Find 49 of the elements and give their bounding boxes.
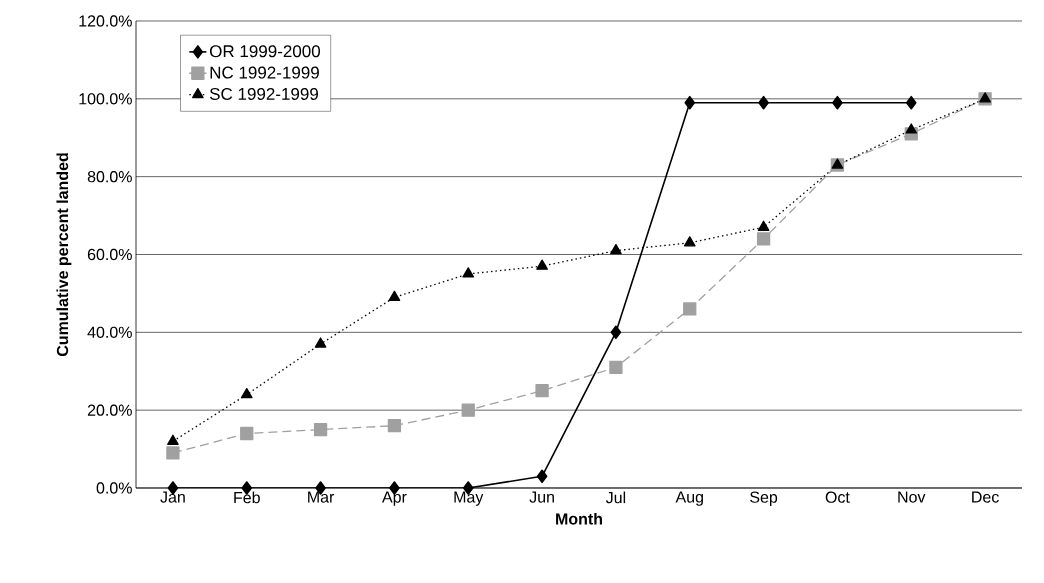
- x-tick-label: Feb: [234, 491, 260, 504]
- y-tick-label: 120.0%: [79, 15, 132, 27]
- point: [462, 267, 475, 278]
- point: [905, 95, 917, 110]
- point: [240, 426, 254, 441]
- point: [610, 325, 622, 340]
- x-tick-label: Oct: [825, 491, 850, 503]
- point: [610, 243, 622, 255]
- y-tick-label: 40.0%: [87, 326, 132, 338]
- x-tick-label: Aug: [675, 491, 703, 506]
- point: [314, 337, 327, 348]
- x-tick-label: Nov: [898, 491, 926, 503]
- y-tick-label: 80.0%: [87, 171, 132, 183]
- x-tick-label: Mar: [308, 491, 335, 503]
- x-tick-label: May: [454, 491, 484, 506]
- point: [387, 419, 402, 433]
- point: [536, 469, 548, 484]
- point: [167, 434, 179, 445]
- x-tick-label: Sep: [750, 491, 778, 507]
- point: [166, 446, 180, 460]
- legend-label: OR 1999-2000: [209, 45, 321, 58]
- y-axis-title: Cumulative percent landed: [56, 153, 72, 357]
- point: [388, 290, 401, 301]
- point: [757, 220, 770, 231]
- x-tick-label: Jun: [529, 491, 554, 503]
- point: [461, 403, 475, 417]
- point: [240, 387, 253, 399]
- legend-label: SC 1992-1999: [209, 87, 318, 100]
- point: [683, 302, 697, 316]
- y-tick-label: 100.0%: [79, 93, 132, 105]
- point: [609, 360, 623, 374]
- x-tick-label: Apr: [382, 491, 407, 506]
- point: [536, 259, 548, 270]
- x-tick-label: Jul: [605, 491, 626, 504]
- y-tick-label: 0.0%: [96, 482, 132, 494]
- legend-label: NC 1992-1999: [210, 66, 319, 79]
- point: [683, 236, 696, 247]
- x-tick-label: Jan: [160, 491, 185, 503]
- point: [684, 95, 696, 110]
- point: [535, 384, 549, 398]
- x-axis-title: Month: [556, 512, 603, 525]
- point: [313, 422, 328, 437]
- y-tick-label: 20.0%: [87, 404, 132, 416]
- point: [832, 95, 843, 110]
- y-tick-label: 60.0%: [87, 248, 132, 261]
- x-tick-label: Dec: [972, 491, 999, 503]
- point: [905, 123, 918, 134]
- point: [758, 95, 769, 110]
- point: [756, 232, 771, 246]
